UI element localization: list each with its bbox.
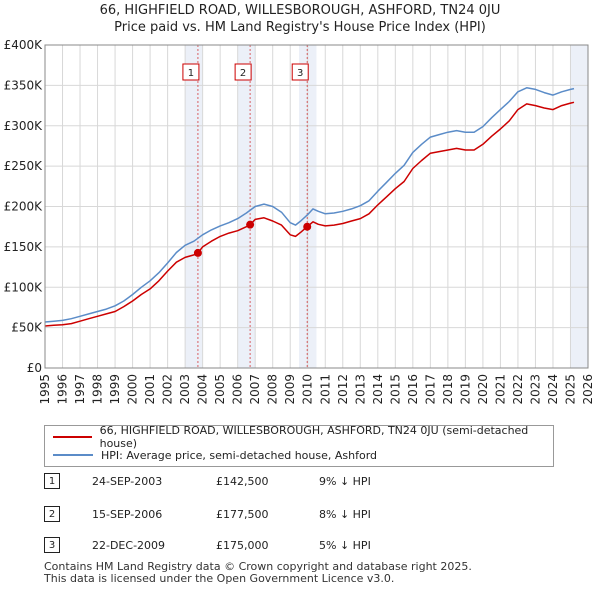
x-tick-label: 2009: [283, 374, 297, 405]
sale-marker-label: 2: [240, 68, 246, 79]
sale-marker-label: 1: [188, 68, 194, 79]
sale-marker-box: [182, 63, 200, 81]
x-tick-label: 2020: [476, 374, 490, 405]
series-line-hpi: [44, 87, 575, 323]
transaction-badge: 1: [44, 473, 60, 489]
x-tick-label: 2005: [213, 374, 227, 405]
legend-item-hpi: HPI: Average price, semi-detached house,…: [53, 447, 377, 463]
transaction-date: 24-SEP-2003: [92, 475, 163, 488]
transaction-price: £175,000: [216, 539, 269, 552]
x-tick-label: 2018: [441, 374, 455, 405]
x-tick-label: 2019: [458, 374, 472, 405]
y-tick-label: £150K: [4, 240, 44, 254]
legend-swatch-blue: [53, 454, 93, 456]
x-tick-label: 1998: [91, 374, 105, 405]
x-tick-label: 1997: [73, 374, 87, 405]
sale-marker-box: [234, 63, 252, 81]
y-tick-label: £250K: [4, 159, 44, 173]
transaction-date: 22-DEC-2009: [92, 539, 166, 552]
footer-copyright: Contains HM Land Registry data © Crown c…: [44, 560, 472, 573]
x-tick-label: 2007: [248, 374, 262, 405]
y-tick-label: £200K: [4, 200, 44, 214]
sale-point: [193, 248, 202, 257]
x-tick-label: 2012: [336, 374, 350, 405]
x-tick-label: 2025: [563, 374, 577, 405]
footer-licence: This data is licensed under the Open Gov…: [44, 572, 395, 585]
sale-marker-box: [291, 63, 309, 81]
chart-subtitle: Price paid vs. HM Land Registry's House …: [114, 20, 486, 35]
sale-marker-label: 3: [297, 68, 303, 79]
sale-point: [246, 220, 255, 229]
y-tick-label: £100K: [4, 280, 44, 294]
transaction-row: 1 24-SEP-2003 £142,500 9% ↓ HPI: [44, 473, 564, 493]
transaction-date: 15-SEP-2006: [92, 508, 163, 521]
x-tick-label: 2003: [178, 374, 192, 405]
x-tick-label: 2016: [406, 374, 420, 405]
x-tick-label: 2014: [371, 374, 385, 405]
transaction-row: 2 15-SEP-2006 £177,500 8% ↓ HPI: [44, 506, 564, 526]
transaction-hpi: 8% ↓ HPI: [319, 508, 371, 521]
x-tick-label: 1996: [56, 374, 70, 405]
x-tick-label: 2013: [353, 374, 367, 405]
x-tick-label: 2024: [546, 374, 560, 405]
y-tick-label: £50K: [11, 321, 43, 335]
transaction-price: £177,500: [216, 508, 269, 521]
x-tick-label: 2015: [388, 374, 402, 405]
y-tick-label: £300K: [4, 119, 44, 133]
transaction-badge: 3: [44, 537, 60, 553]
transaction-price: £142,500: [216, 475, 269, 488]
plot-frame: [44, 44, 589, 369]
x-tick-label: 2006: [231, 374, 245, 405]
series-line-property: [44, 101, 575, 327]
x-tick-label: 2022: [511, 374, 525, 405]
x-tick-label: 1999: [108, 374, 122, 405]
sale-point: [303, 222, 312, 231]
y-tick-label: £400K: [4, 38, 44, 52]
x-tick-label: 2021: [493, 374, 507, 405]
x-tick-label: 2010: [301, 374, 315, 405]
x-tick-label: 2023: [528, 374, 542, 405]
x-tick-label: 1995: [38, 374, 52, 405]
price-chart: 1 2 3 £0 £50K £100K £150K £200K £250K £300K £350K…: [4, 38, 595, 405]
x-tick-label: 2011: [318, 374, 332, 405]
x-tick-label: 2008: [266, 374, 280, 405]
transaction-row: 3 22-DEC-2009 £175,000 5% ↓ HPI: [44, 537, 564, 557]
x-tick-label: 2001: [143, 374, 157, 405]
x-tick-label: 2002: [161, 374, 175, 405]
x-tick-label: 2026: [581, 374, 595, 405]
legend-item-property: 66, HIGHFIELD ROAD, WILLESBOROUGH, ASHFO…: [53, 424, 553, 450]
transaction-hpi: 5% ↓ HPI: [319, 539, 371, 552]
legend-label-hpi: HPI: Average price, semi-detached house,…: [101, 448, 378, 462]
x-tick-label: 2000: [126, 374, 140, 405]
chart-title: 66, HIGHFIELD ROAD, WILLESBOROUGH, ASHFO…: [99, 3, 501, 18]
legend-label-property: 66, HIGHFIELD ROAD, WILLESBOROUGH, ASHFO…: [99, 424, 529, 450]
chart-legend: 66, HIGHFIELD ROAD, WILLESBOROUGH, ASHFO…: [44, 424, 554, 467]
y-tick-label: £350K: [4, 78, 44, 92]
x-tick-label: 2017: [423, 374, 437, 405]
transaction-badge: 2: [44, 506, 60, 522]
transaction-hpi: 9% ↓ HPI: [319, 475, 371, 488]
legend-swatch-red: [53, 436, 92, 438]
x-tick-label: 2004: [196, 374, 210, 405]
y-tick-label: £0: [27, 361, 42, 375]
